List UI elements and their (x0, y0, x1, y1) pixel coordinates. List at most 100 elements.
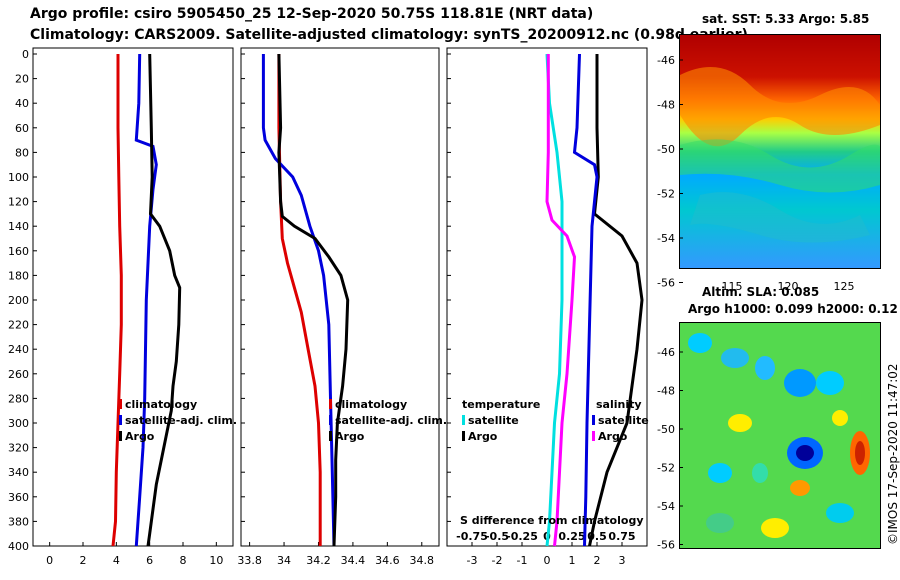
legend-label: Argo (335, 430, 365, 443)
sst-map (679, 34, 882, 269)
secondary-x-tick-label: -0.5 (485, 530, 509, 543)
x-tick-label: -1 (517, 554, 528, 567)
x-tick-label: -3 (467, 554, 478, 567)
legend-label: satellite-adj. clim. (125, 414, 237, 427)
x-tick-label: 0 (544, 554, 551, 567)
sst-x-tick: 125 (834, 280, 855, 293)
sla-y-tick: -48 (657, 385, 675, 398)
x-tick-label: 34.8 (410, 554, 435, 567)
sla-y-tick: -52 (657, 462, 675, 475)
sst-y-tick: -46 (657, 54, 675, 67)
legend-swatch (462, 415, 465, 425)
x-tick-label: 3 (619, 554, 626, 567)
series-line-climatology (111, 54, 123, 547)
y-tick-label: 160 (8, 245, 29, 258)
sst-map-image (680, 35, 882, 268)
x-tick-label: 0 (46, 554, 53, 567)
sst-title: sat. SST: 5.33 Argo: 5.85 (702, 12, 870, 26)
temperature-panel (32, 47, 234, 547)
x-tick-label: 4 (113, 554, 120, 567)
sst-y-tick: -56 (657, 277, 675, 290)
series-line-t-satellite (545, 53, 564, 547)
legend-swatch (119, 431, 122, 441)
salinity-panel (240, 47, 440, 547)
sla-map-axes: -46 -48 -50 -52 -54 -56 (657, 346, 683, 552)
sst-y-tick: -50 (657, 143, 675, 156)
x-tick-label: 33.8 (237, 554, 262, 567)
y-tick-label: 60 (15, 122, 29, 135)
y-tick-label: 120 (8, 196, 29, 209)
sla-title-1: Altim. SLA: 0.085 (702, 285, 820, 299)
title-line-2: Climatology: CARS2009. Satellite-adjuste… (30, 27, 748, 43)
y-tick-label: 260 (8, 368, 29, 381)
legend-swatch (329, 415, 332, 425)
legend-label: climatology (335, 398, 407, 411)
y-tick-label: 340 (8, 466, 29, 479)
secondary-x-tick-label: -0.25 (506, 530, 538, 543)
x-tick-label: 34.6 (375, 554, 400, 567)
sst-x-tick: 120 (778, 280, 799, 293)
legend-label: Argo (598, 430, 628, 443)
sla-y-tick: -46 (657, 346, 675, 359)
legend-label: salinity (596, 398, 642, 411)
y-tick-label: 300 (8, 417, 29, 430)
series-line-s-argo (545, 54, 577, 547)
series-line-t-argo (588, 54, 644, 547)
y-tick-label: 360 (8, 491, 29, 504)
y-tick-label: 180 (8, 269, 29, 282)
sla-map-image (680, 323, 880, 548)
title-line-1: Argo profile: csiro 5905450_25 12-Sep-20… (30, 6, 594, 22)
y-tick-label: 220 (8, 319, 29, 332)
x-tick-label: 10 (209, 554, 223, 567)
y-tick-label: 140 (8, 220, 29, 233)
series-line-argo (277, 53, 350, 547)
legend-swatch (462, 431, 465, 441)
x-tick-label: 2 (594, 554, 601, 567)
y-tick-label: 80 (15, 146, 29, 159)
x-tick-label: 34 (277, 554, 291, 567)
y-tick-label: 280 (8, 392, 29, 405)
series-line-s-satellite (572, 53, 599, 547)
legend-swatch (329, 399, 332, 409)
sst-x-tick: 115 (722, 280, 743, 293)
legend-label: satellite-adj. clim. (335, 414, 447, 427)
y-tick-label: 200 (8, 294, 29, 307)
legend-swatch (592, 431, 595, 441)
x-tick-label: 1 (569, 554, 576, 567)
salinity-chart: 33.8 34 34.2 34.4 34.6 34.8 climatology satelli… (237, 53, 447, 567)
legend-swatch (119, 399, 122, 409)
sst-y-tick: -48 (657, 99, 675, 112)
x-tick-label: 2 (80, 554, 87, 567)
secondary-x-tick-label: -0.75 (456, 530, 488, 543)
legend-label: satellite (468, 414, 519, 427)
legend-swatch (329, 431, 332, 441)
x-tick-label: 6 (146, 554, 153, 567)
series-line-argo (146, 53, 182, 547)
sla-y-tick: -54 (657, 500, 675, 513)
y-tick-label: 320 (8, 442, 29, 455)
sla-y-tick: -56 (657, 539, 675, 552)
y-tick-label: 100 (8, 171, 29, 184)
sst-y-tick: -54 (657, 232, 675, 245)
legend-label: Argo (468, 430, 498, 443)
series-line-satellite-adj-clim- (261, 54, 336, 547)
secondary-x-tick-label: 0.75 (608, 530, 635, 543)
sla-y-tick: -50 (657, 423, 675, 436)
y-tick-label: 400 (8, 540, 29, 553)
y-tick-label: 20 (15, 73, 29, 86)
series-line-climatology (277, 54, 322, 546)
y-tick-label: 40 (15, 97, 29, 110)
legend-label: temperature (462, 398, 540, 411)
x-tick-label: 34.2 (306, 554, 331, 567)
difference-xlabel: S difference from climatology (460, 514, 644, 527)
legend-swatch (592, 415, 595, 425)
secondary-x-tick-label: 0.25 (558, 530, 585, 543)
sla-title-2: Argo h1000: 0.099 h2000: 0.12 (688, 302, 898, 316)
x-tick-label: -2 (492, 554, 503, 567)
sla-map (679, 322, 881, 549)
y-tick-label: 380 (8, 515, 29, 528)
y-tick-label: 240 (8, 343, 29, 356)
sst-y-tick: -52 (657, 188, 675, 201)
difference-chart: -3 -2 -1 0 1 2 3-0.75-0.5-0.25 0 0.25 0.5 0.75temp… (447, 53, 649, 567)
